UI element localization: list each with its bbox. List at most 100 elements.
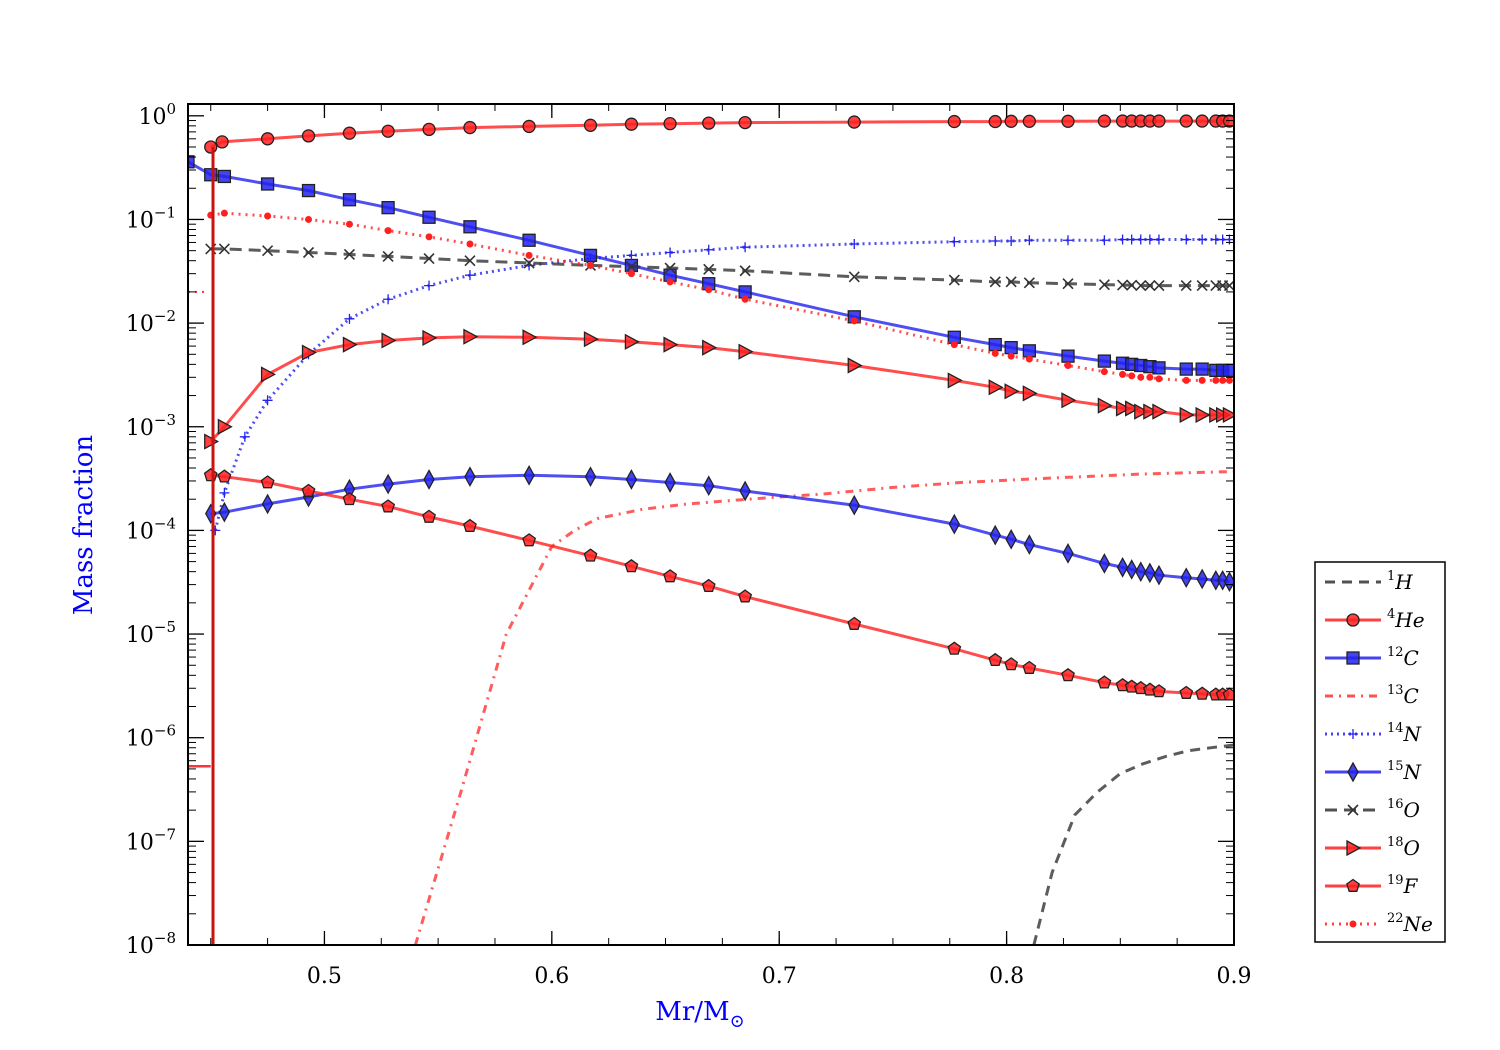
series-line [210, 211, 1230, 382]
data-point [381, 499, 396, 513]
legend-marker [1346, 839, 1362, 857]
data-point [1155, 375, 1163, 383]
data-point [1134, 403, 1150, 420]
data-point [1025, 355, 1033, 363]
series-line [210, 119, 1230, 149]
data-point [1005, 528, 1017, 550]
data-point [947, 114, 961, 129]
data-point [1225, 376, 1233, 384]
data-point [988, 379, 1004, 396]
data-point [1223, 571, 1234, 593]
data-point [1007, 352, 1015, 360]
data-point [217, 469, 232, 483]
data-point [1128, 372, 1136, 380]
legend-entry: 18O [1325, 835, 1420, 860]
data-point [345, 220, 353, 228]
legend-entry: 4He [1325, 607, 1425, 632]
data-point [1196, 568, 1208, 590]
legend-label: 14N [1387, 721, 1423, 746]
data-point [702, 475, 715, 497]
data-point [1219, 376, 1227, 384]
data-point [463, 220, 477, 234]
data-point [1146, 373, 1154, 381]
series-line [210, 473, 1230, 584]
data-point [260, 475, 275, 489]
y-tick-label: 10−7 [126, 825, 176, 855]
data-point [425, 233, 433, 241]
data-point [1196, 280, 1208, 292]
data-point [850, 317, 858, 325]
data-point [1097, 354, 1112, 368]
data-point [422, 329, 438, 346]
data-point [1116, 557, 1129, 578]
data-point [1152, 114, 1166, 128]
data-point [738, 115, 752, 130]
legend-marker [1346, 651, 1360, 665]
data-point [1061, 114, 1075, 128]
data-point [665, 247, 676, 258]
data-point [1004, 114, 1018, 128]
data-point [666, 278, 674, 286]
data-point [1097, 675, 1112, 689]
data-point [342, 491, 357, 506]
data-point [1022, 114, 1036, 128]
data-point [703, 263, 715, 275]
data-point [382, 473, 394, 495]
data-point [424, 280, 435, 291]
series-h1 [1032, 743, 1234, 945]
data-point [343, 248, 356, 260]
x-tick-label: 0.9 [1217, 964, 1252, 989]
legend-label: 13C [1387, 683, 1419, 708]
data-point [301, 129, 316, 143]
legend-entry: 14N [1325, 721, 1423, 746]
data-point [1023, 277, 1035, 289]
data-point [1061, 349, 1075, 363]
data-point [663, 117, 677, 131]
data-point [204, 433, 220, 450]
data-point [847, 115, 861, 129]
x-tick-label: 0.5 [307, 964, 342, 989]
data-point [950, 341, 958, 349]
data-point [464, 255, 476, 267]
data-point [1153, 280, 1165, 292]
x-tick-label: 0.7 [762, 964, 797, 989]
data-point [1222, 114, 1234, 128]
data-point [990, 235, 1001, 246]
series-line [210, 473, 1230, 697]
data-point [624, 117, 639, 131]
data-point [1182, 376, 1190, 384]
data-point [188, 155, 195, 169]
data-point [260, 366, 276, 383]
data-point [215, 135, 229, 149]
series-f19 [203, 467, 1234, 701]
data-point [261, 493, 274, 515]
data-point [988, 337, 1002, 352]
data-point [262, 245, 274, 257]
data-point [1135, 561, 1147, 582]
data-point [522, 533, 537, 547]
data-point [463, 518, 477, 533]
data-point [1023, 534, 1036, 555]
data-point [948, 274, 960, 286]
data-point [625, 469, 638, 490]
data-point [849, 238, 860, 249]
legend-marker [1347, 761, 1359, 783]
data-point [1117, 279, 1129, 291]
data-point [1006, 235, 1017, 246]
series-n15 [204, 464, 1234, 593]
legend-label: 4He [1387, 607, 1425, 632]
data-point [260, 177, 275, 191]
data-point [383, 294, 394, 305]
legend-entry: 12C [1325, 645, 1419, 670]
data-point [664, 262, 676, 274]
data-point [525, 251, 533, 259]
legend-label: 18O [1387, 835, 1420, 860]
legend-label: 1H [1387, 569, 1413, 594]
series-group [188, 114, 1234, 945]
data-point [422, 210, 436, 224]
data-point [381, 124, 395, 138]
data-point [344, 313, 355, 324]
legend-entry: 15N [1325, 759, 1423, 784]
data-point [738, 589, 753, 603]
series-line [209, 335, 1230, 443]
